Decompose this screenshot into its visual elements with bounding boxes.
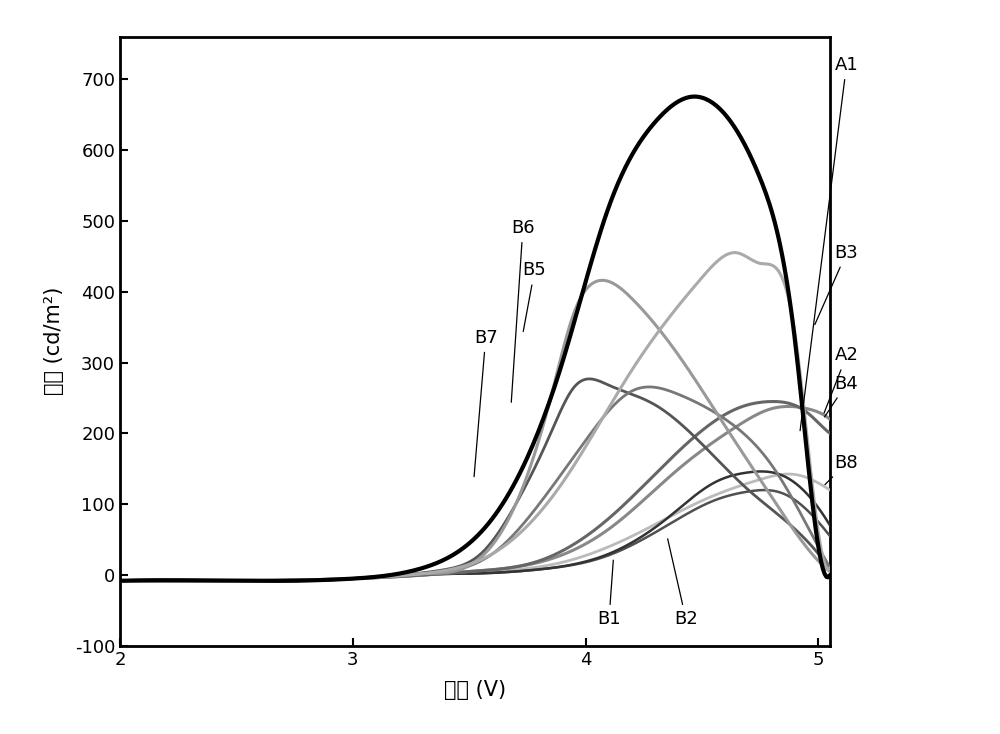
Text: A2: A2 [824, 346, 859, 413]
Text: B5: B5 [523, 261, 546, 332]
Text: B8: B8 [825, 454, 858, 484]
Text: A1: A1 [800, 56, 858, 431]
X-axis label: 电压 (V): 电压 (V) [444, 680, 506, 700]
Text: B4: B4 [825, 375, 858, 417]
Text: B6: B6 [511, 219, 535, 402]
Text: B1: B1 [597, 560, 621, 628]
Y-axis label: 亮度 (cd/m²): 亮度 (cd/m²) [44, 287, 64, 396]
Text: B7: B7 [474, 329, 498, 476]
Text: B2: B2 [668, 539, 698, 628]
Text: B3: B3 [815, 244, 858, 324]
